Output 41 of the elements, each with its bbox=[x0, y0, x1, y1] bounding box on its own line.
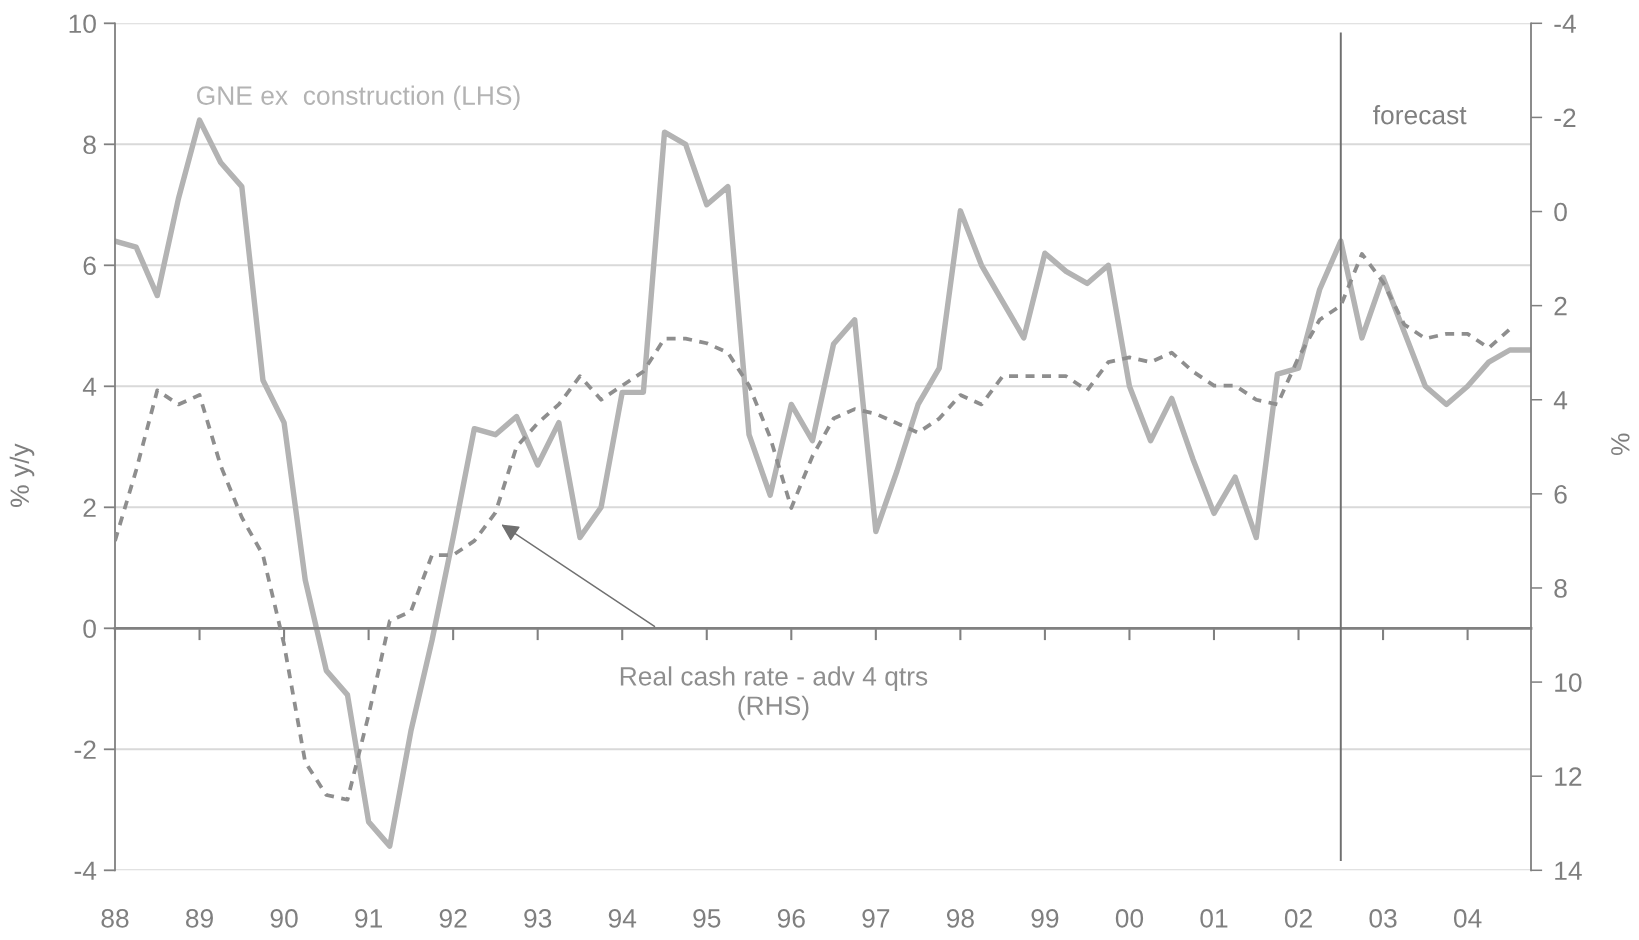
x-tick-label: 01 bbox=[1200, 909, 1228, 928]
y-tick-label: -2 bbox=[74, 740, 96, 759]
x-tick-label: 04 bbox=[1453, 909, 1482, 928]
y-tick-label: 10 bbox=[69, 14, 96, 34]
y-tick-label: 2 bbox=[83, 498, 96, 517]
y-tick-label: 4 bbox=[82, 377, 97, 396]
x-tick-label: 92 bbox=[439, 909, 467, 928]
x-tick-label: 02 bbox=[1284, 909, 1312, 928]
series-label: GNE ex construction (LHS) bbox=[197, 85, 520, 111]
y2-tick-label: 14 bbox=[1555, 861, 1582, 880]
y2-tick-label: -4 bbox=[1554, 14, 1576, 33]
y2-tick-label: 8 bbox=[1554, 579, 1567, 598]
y-tick-label: -4 bbox=[74, 861, 97, 880]
legend-label: Real cash rate - adv 4 qtrs (RHS) bbox=[620, 666, 928, 721]
line-series bbox=[115, 251, 1512, 802]
x-tick-label: 03 bbox=[1369, 909, 1397, 928]
x-tick-label: 99 bbox=[1031, 909, 1059, 928]
x-tick-label: 91 bbox=[355, 909, 382, 928]
ref-line-label: forecast bbox=[1373, 105, 1467, 125]
x-tick-label: 94 bbox=[608, 909, 637, 928]
x-tick-label: 96 bbox=[777, 909, 805, 928]
y2-tick-label: 2 bbox=[1554, 296, 1567, 316]
y2-tick-label: 4 bbox=[1553, 391, 1568, 410]
y-tick-label: 6 bbox=[83, 256, 96, 276]
y2-tick-label: 10 bbox=[1555, 673, 1582, 692]
x-tick-label: 00 bbox=[1115, 909, 1144, 928]
y2-axis-title: % bbox=[1611, 433, 1630, 456]
y-axis-title: % y/y bbox=[9, 443, 35, 507]
y2-tick-label: 0 bbox=[1554, 202, 1567, 222]
x-tick-label: 90 bbox=[270, 909, 298, 928]
y2-tick-label: 6 bbox=[1554, 484, 1567, 504]
x-tick-label: 95 bbox=[693, 909, 721, 928]
y-tick-label: 0 bbox=[83, 619, 96, 639]
x-tick-label: 89 bbox=[186, 909, 213, 928]
y-tick-label: 8 bbox=[83, 135, 96, 155]
x-tick-label: 88 bbox=[101, 909, 129, 928]
x-tick-label: 98 bbox=[946, 909, 974, 928]
x-tick-label: 93 bbox=[524, 909, 552, 928]
x-tick-label: 97 bbox=[862, 909, 890, 928]
y2-tick-label: -2 bbox=[1554, 108, 1576, 127]
y2-tick-label: 12 bbox=[1555, 767, 1582, 786]
